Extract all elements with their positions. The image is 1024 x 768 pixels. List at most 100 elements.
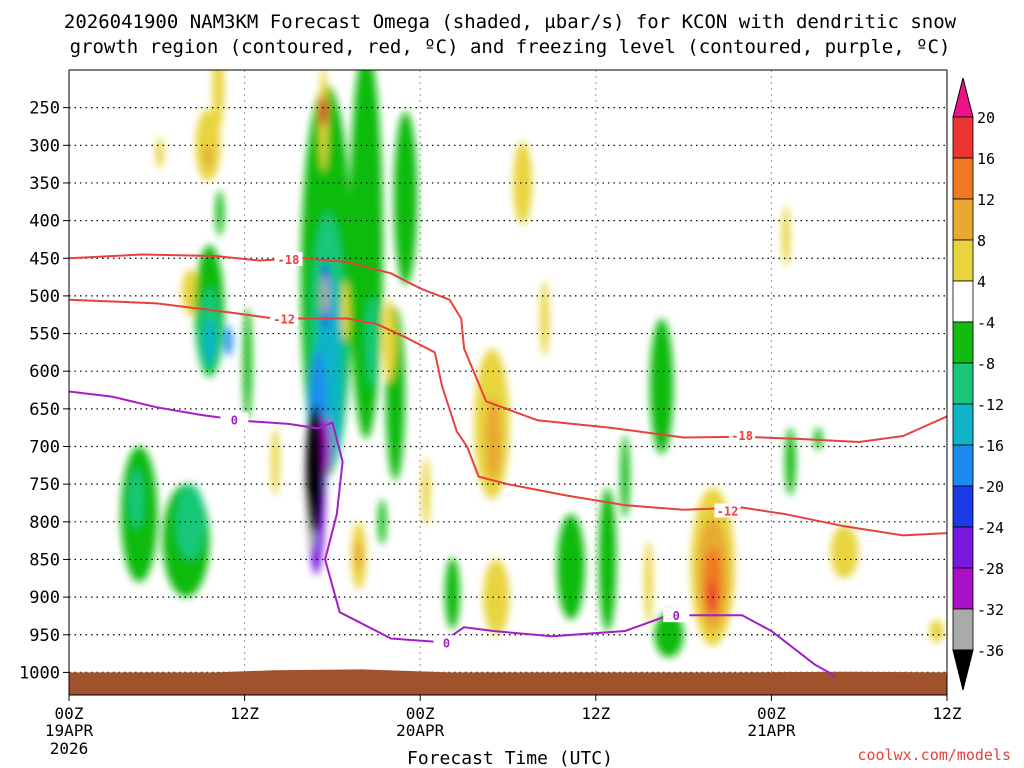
omega-cell [378, 499, 387, 545]
colorbar-label: -16 [977, 437, 1004, 455]
colorbar-bin [952, 116, 974, 159]
contour-label-bg [274, 252, 303, 267]
colorbar-bin [952, 567, 974, 610]
x-tick-label: 12Z [230, 704, 259, 723]
contour-label: -12 [273, 312, 295, 326]
colorbar-label: 20 [977, 109, 995, 127]
y-tick-label: 900 [29, 588, 60, 608]
y-tick-label: 600 [29, 362, 60, 382]
y-tick-label: 450 [29, 249, 60, 269]
colorbar-bin [952, 239, 974, 282]
colorbar-label: -32 [977, 601, 1004, 619]
colorbar-label: 8 [977, 232, 986, 250]
omega-cell [620, 435, 630, 519]
omega-cell [271, 427, 280, 496]
y-tick-label: 700 [29, 438, 60, 458]
omega-cell [215, 190, 224, 236]
x-tick-label: 00Z [757, 704, 786, 723]
colorbar-bin [952, 526, 974, 569]
colorbar-label: -8 [977, 355, 995, 373]
colorbar-label: -12 [977, 396, 1004, 414]
omega-cell [204, 145, 213, 168]
omega-cell [513, 141, 533, 225]
omega-cell [243, 307, 252, 421]
contour-label-bg [433, 635, 460, 650]
contour-label-bg [220, 412, 249, 427]
contour-label: -18 [731, 429, 753, 443]
omega-cell [445, 557, 460, 630]
colorbar-label: 16 [977, 150, 995, 168]
omega-cell [128, 469, 144, 530]
contour-label-bg [714, 503, 741, 518]
omega-cell [155, 137, 164, 168]
x-tick-date: 20APR [396, 721, 445, 740]
y-tick-label: 800 [29, 513, 60, 533]
omega-cell [782, 205, 791, 266]
y-tick-label: 750 [29, 475, 60, 495]
omega-cell [644, 540, 653, 624]
omega-cell [382, 299, 397, 383]
colorbar-label: -28 [977, 560, 1004, 578]
x-tick-label: 00Z [55, 704, 84, 723]
omega-cell [354, 540, 363, 571]
colorbar-bottom-arrow [952, 649, 974, 691]
colorbar-label: -4 [977, 314, 995, 332]
omega-cell [321, 275, 330, 317]
contour-label: 0 [231, 413, 238, 427]
omega-cell [557, 514, 585, 620]
x-tick-label: 00Z [406, 704, 435, 723]
contour-label-bg [270, 311, 299, 326]
x-tick-date: 21APR [747, 721, 796, 740]
omega-cell [224, 326, 233, 357]
omega-cell [195, 109, 221, 182]
colorbar-label: -24 [977, 519, 1004, 537]
credit-text: coolwx.com/models [857, 746, 1011, 764]
terrain-fill [69, 669, 947, 695]
y-tick-label: 300 [29, 136, 60, 156]
omega-cell [483, 559, 510, 635]
omega-cell [598, 487, 617, 631]
x-tick-label: 12Z [581, 704, 610, 723]
contour-label-bg [729, 428, 756, 443]
y-tick-label: 550 [29, 325, 60, 345]
y-tick-label: 850 [29, 550, 60, 570]
omega-cell [830, 525, 859, 579]
temperature-contours: -18 -12 0 -18 -12 0 0 [69, 252, 947, 678]
contour-line-minus18 [69, 253, 947, 443]
colorbar-label: -36 [977, 642, 1004, 660]
contour-label: 0 [443, 636, 450, 650]
y-tick-label: 250 [29, 99, 60, 119]
colorbar-label: 12 [977, 191, 995, 209]
x-tick-label: 12Z [933, 704, 962, 723]
colorbar-bin [952, 362, 974, 405]
y-tick-label: 950 [29, 626, 60, 646]
colorbar-label: -20 [977, 478, 1004, 496]
colorbar-bin [952, 403, 974, 446]
contour-label: -12 [717, 505, 739, 519]
colorbar-bin [952, 444, 974, 487]
y-tick-label: 650 [29, 400, 60, 420]
omega-cell [341, 280, 350, 342]
omega-cell [422, 457, 431, 526]
omega-cell [540, 280, 549, 357]
omega-cell [306, 405, 324, 534]
pressure-axis: 250 300 350 400 450 500 550 600 650 700 750 800 850 9… [19, 99, 69, 683]
y-tick-label: 500 [29, 287, 60, 307]
y-tick-label: 400 [29, 212, 60, 232]
omega-cell [349, 70, 383, 439]
omega-cell [785, 427, 796, 496]
colorbar-label: 4 [977, 273, 986, 291]
colorbar-top-arrow [952, 77, 974, 118]
omega-cell [707, 580, 716, 615]
omega-cell [649, 318, 674, 455]
colorbar-bin [952, 321, 974, 364]
omega-cell [485, 397, 502, 481]
y-tick-label: 350 [29, 174, 60, 194]
omega-cell [393, 111, 418, 285]
omega-cell [212, 70, 225, 131]
colorbar-bin [952, 157, 974, 200]
title-line-1: 2026041900 NAM3KM Forecast Omega (shaded… [64, 11, 957, 33]
omega-cell [929, 619, 945, 643]
colorbar-bin [952, 198, 974, 241]
omega-cell [319, 96, 328, 127]
